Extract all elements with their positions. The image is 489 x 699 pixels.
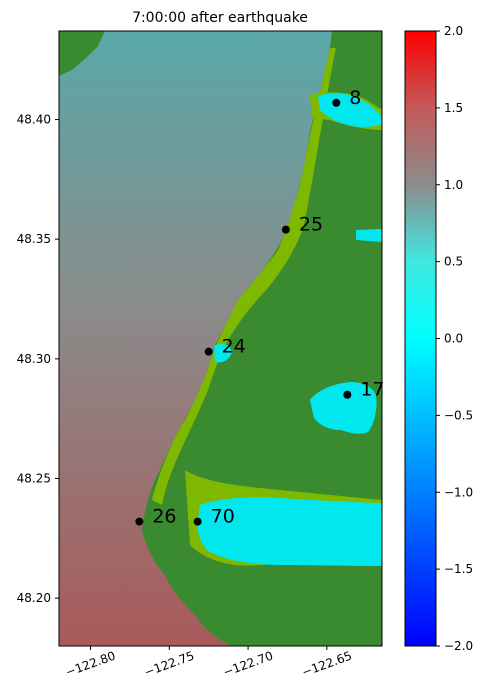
gauge-marker-17 [343,390,352,399]
chart-title: 7:00:00 after earthquake [132,10,308,26]
colorbar-axis: 2.0 1.5 1.0 0.5 0.0 −0.5 −1.0 −1.5 −2.0 [436,24,473,653]
colorbar-tick-label-6: −1.0 [444,485,473,499]
y-tick-label-2: 48.30 [17,352,51,366]
colorbar-tick-label-8: −2.0 [444,639,473,653]
gauge-label-26: 26 [152,506,176,528]
y-tick-label-3: 48.35 [17,232,51,246]
colorbar [404,30,437,647]
x-tick-label-3: −122.65 [300,649,354,680]
colorbar-tick-label-7: −1.5 [444,562,473,576]
x-tick-label-1: −122.75 [142,649,196,680]
colorbar-tick-label-0: 2.0 [444,24,463,38]
map-plot [59,31,382,646]
colorbar-tick-label-1: 1.5 [444,101,463,115]
gauge-label-8: 8 [349,87,361,109]
gauge-marker-26 [135,517,144,526]
y-tick-label-0: 48.20 [17,591,51,605]
colorbar-tick-label-2: 1.0 [444,178,463,192]
colorbar-tick-label-4: 0.0 [444,332,463,346]
x-axis: −122.80 −122.75 −122.70 −122.65 [64,646,354,679]
bay-cove-24 [214,344,232,363]
gauge-label-24: 24 [222,336,246,358]
gauge-label-25: 25 [299,214,323,236]
gauge-marker-25 [281,225,290,234]
gauge-marker-70 [193,517,202,526]
x-tick-label-0: −122.80 [64,649,118,680]
gauge-layer: 8 25 24 17 26 70 [135,87,385,528]
gauge-label-70: 70 [211,506,235,528]
inundated-strip [152,48,336,505]
plot-frame [58,30,383,647]
bay-south [197,497,382,566]
bay-east-sliver [356,229,382,242]
y-axis: 48.20 48.25 48.30 48.35 48.40 [17,113,59,605]
gauge-label-17: 17 [360,379,384,401]
bay-east [310,382,377,434]
colorbar-tick-label-3: 0.5 [444,255,463,269]
gauge-marker-24 [204,347,213,356]
land-spit-nw [59,31,105,76]
y-tick-label-1: 48.25 [17,471,51,485]
x-tick-label-2: −122.70 [221,649,275,680]
y-tick-label-4: 48.40 [17,113,51,127]
colorbar-tick-label-5: −0.5 [444,408,473,422]
gauge-marker-8 [332,98,341,107]
